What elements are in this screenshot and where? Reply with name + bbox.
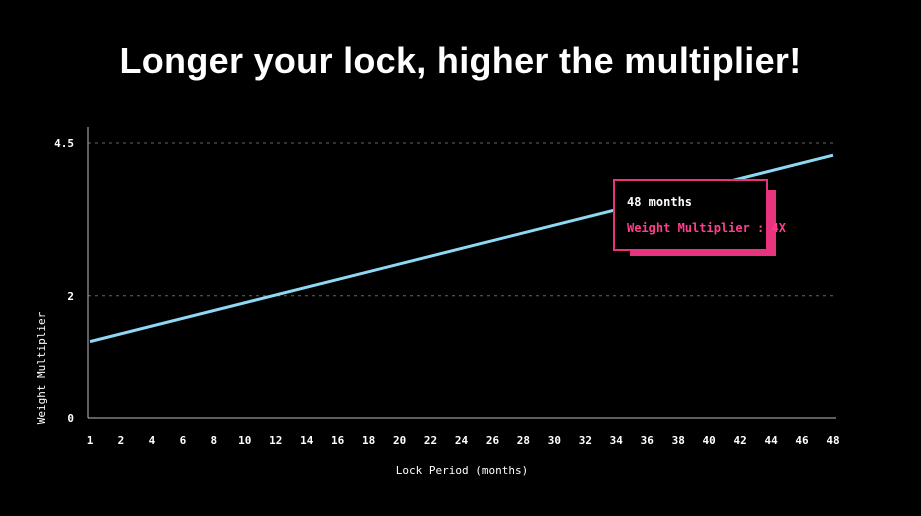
x-tick-label: 38 [672,434,685,447]
x-tick-label: 26 [486,434,500,447]
x-tick-label: 6 [180,434,187,447]
x-tick-label: 44 [764,434,778,447]
x-tick-label: 40 [703,434,716,447]
x-tick-label: 16 [331,434,345,447]
x-tick-label: 20 [393,434,406,447]
x-tick-label: 36 [641,434,655,447]
x-axis-label: Lock Period (months) [396,464,528,477]
y-tick-labels: 024.5 [54,137,74,425]
x-tick-label: 24 [455,434,469,447]
grid-lines [88,142,836,297]
x-tick-label: 32 [579,434,592,447]
x-tick-label: 4 [149,434,156,447]
x-tick-label: 8 [211,434,218,447]
data-tooltip: 48 months Weight Multiplier : 4X [613,179,786,251]
tooltip-multiplier: Weight Multiplier : 4X [627,221,786,235]
x-tick-label: 30 [548,434,561,447]
y-tick-label: 2 [67,290,74,303]
x-tick-label: 10 [238,434,251,447]
x-tick-label: 14 [300,434,314,447]
x-tick-label: 18 [362,434,375,447]
page-title: Longer your lock, higher the multiplier! [119,40,802,81]
x-tick-label: 28 [517,434,530,447]
x-tick-label: 34 [610,434,624,447]
y-axis-label: Weight Multiplier [35,311,48,424]
y-tick-label: 4.5 [54,137,74,150]
x-tick-labels: 1 2 4 6 8 10 12 14 16 18 20 22 24 26 28 30 32 34 36 38 40 42 4… [87,434,840,447]
y-tick-label: 0 [67,412,74,425]
x-tick-label: 22 [424,434,437,447]
x-tick-label: 48 [826,434,839,447]
tooltip-period: 48 months [627,195,693,209]
x-tick-label: 42 [734,434,747,447]
x-tick-label: 46 [795,434,809,447]
x-tick-label: 2 [118,434,125,447]
x-tick-label: 12 [269,434,282,447]
x-tick-label: 1 [87,434,94,447]
